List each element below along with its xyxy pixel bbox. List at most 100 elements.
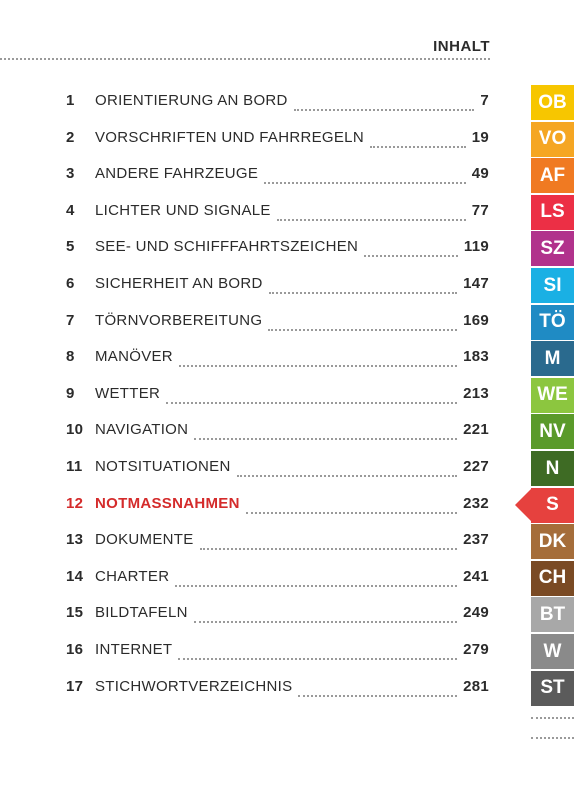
dot-leader [166, 401, 458, 404]
chapter-title: WETTER [95, 384, 161, 402]
page-number: 77 [471, 201, 489, 219]
dot-leader [245, 511, 458, 514]
chapter-tab[interactable]: W [531, 634, 574, 669]
header-divider [0, 58, 490, 60]
dot-leader [194, 438, 458, 441]
toc-row[interactable]: 11 NOTSITUATIONEN 227 [66, 458, 489, 482]
active-tab-pointer [515, 487, 532, 522]
page-number: 147 [463, 275, 489, 292]
dot-leader [236, 475, 458, 477]
chapter-tab[interactable]: LS [531, 194, 574, 230]
toc-row[interactable]: 15 BILDTAFELN 249 [66, 604, 489, 628]
chapter-tab[interactable]: M [531, 341, 574, 377]
page-number: 213 [463, 384, 489, 402]
page-number: 237 [463, 531, 489, 549]
toc-row[interactable]: 3 ANDERE FAHRZEUGE 49 [66, 165, 489, 189]
toc-row[interactable]: 8 MANÖVER 183 [66, 348, 489, 372]
page-number: 49 [471, 165, 489, 183]
chapter-tab[interactable]: DK [531, 524, 574, 560]
dot-leader [193, 621, 458, 624]
chapter-number: 6 [66, 275, 75, 292]
dot-leader [178, 658, 458, 660]
page-number: 232 [463, 494, 489, 512]
page-number: 19 [471, 128, 489, 146]
chapter-title: SICHERHEIT AN BORD [95, 275, 263, 292]
page-number: 281 [463, 677, 489, 695]
chapter-number: 7 [66, 311, 75, 329]
chapter-title: CHARTER [95, 567, 170, 585]
toc-row[interactable]: 9 WETTER 213 [66, 385, 489, 409]
page-title: INHALT [433, 38, 490, 55]
page-number: 249 [463, 604, 489, 622]
chapter-number: 10 [66, 421, 84, 439]
chapter-number: 1 [66, 92, 75, 109]
chapter-tab[interactable]: AF [531, 158, 574, 194]
toc-row[interactable]: 4 LICHTER UND SIGNALE 77 [66, 202, 489, 226]
chapter-tab[interactable]: N [531, 451, 574, 486]
dot-leader [268, 292, 458, 294]
chapter-number: 14 [66, 567, 84, 585]
dot-leader [199, 548, 458, 551]
toc-row[interactable]: 17 STICHWORTVERZEICHNIS 281 [66, 678, 489, 702]
page-number: 221 [463, 421, 489, 439]
toc-row[interactable]: 5 SEE- UND SCHIFFFAHRTSZEICHEN 119 [66, 238, 489, 262]
chapter-number: 16 [66, 641, 84, 658]
dot-leader [264, 182, 466, 185]
chapter-number: 15 [66, 604, 84, 622]
page-number: 7 [480, 92, 489, 109]
toc-row[interactable]: 16 INTERNET 279 [66, 641, 489, 665]
chapter-tab[interactable]: SI [531, 268, 574, 303]
toc-row[interactable]: 12 NOTMASSNAHMEN 232 [66, 495, 489, 519]
page-number: 119 [463, 238, 489, 256]
tab-divider [531, 737, 574, 739]
chapter-number: 12 [66, 494, 84, 512]
dot-leader [268, 328, 458, 331]
chapter-tab[interactable]: OB [531, 85, 574, 120]
chapter-title: NOTMASSNAHMEN [95, 494, 240, 512]
chapter-tab[interactable]: S [531, 487, 574, 523]
chapter-title: STICHWORTVERZEICHNIS [95, 677, 293, 695]
dot-leader [175, 584, 458, 587]
chapter-title: NAVIGATION [95, 421, 189, 439]
dot-leader [298, 694, 458, 697]
toc-row[interactable]: 10 NAVIGATION 221 [66, 421, 489, 445]
chapter-title: VORSCHRIFTEN UND FAHRREGELN [95, 128, 364, 146]
chapter-title: LICHTER UND SIGNALE [95, 201, 271, 219]
toc-row[interactable]: 1 ORIENTIERUNG AN BORD 7 [66, 92, 489, 116]
chapter-number: 3 [66, 165, 75, 183]
dot-leader [369, 145, 466, 148]
chapter-title: ORIENTIERUNG AN BORD [95, 92, 288, 109]
dot-leader [293, 109, 475, 111]
chapter-title: MANÖVER [95, 348, 173, 366]
chapter-title: DOKUMENTE [95, 531, 194, 549]
toc-row[interactable]: 2 VORSCHRIFTEN UND FAHRREGELN 19 [66, 129, 489, 153]
chapter-title: ANDERE FAHRZEUGE [95, 165, 259, 183]
page-number: 183 [463, 348, 489, 366]
chapter-number: 17 [66, 677, 84, 695]
chapter-tab[interactable]: WE [531, 377, 574, 413]
chapter-tab[interactable]: VO [531, 121, 574, 157]
chapter-number: 4 [66, 201, 75, 219]
page-number: 227 [463, 458, 489, 475]
page-number: 241 [463, 567, 489, 585]
dot-leader [364, 255, 458, 258]
chapter-title: SEE- UND SCHIFFFAHRTSZEICHEN [95, 238, 359, 256]
toc-row[interactable]: 7 TÖRNVORBEREITUNG 169 [66, 312, 489, 336]
chapter-number: 5 [66, 238, 75, 256]
toc-row[interactable]: 6 SICHERHEIT AN BORD 147 [66, 275, 489, 299]
chapter-number: 13 [66, 531, 84, 549]
chapter-tab[interactable]: CH [531, 560, 574, 596]
chapter-title: NOTSITUATIONEN [95, 458, 231, 475]
chapter-tab[interactable]: BT [531, 597, 574, 633]
chapter-tab[interactable]: SZ [531, 231, 574, 267]
page-number: 169 [463, 311, 489, 329]
chapter-tab[interactable]: TÖ [531, 304, 574, 340]
toc-row[interactable]: 14 CHARTER 241 [66, 568, 489, 592]
chapter-title: BILDTAFELN [95, 604, 188, 622]
page-number: 279 [463, 641, 489, 658]
chapter-tab[interactable]: ST [531, 670, 574, 706]
toc-row[interactable]: 13 DOKUMENTE 237 [66, 531, 489, 555]
chapter-number: 11 [66, 458, 83, 475]
chapter-tab[interactable]: NV [531, 414, 574, 450]
